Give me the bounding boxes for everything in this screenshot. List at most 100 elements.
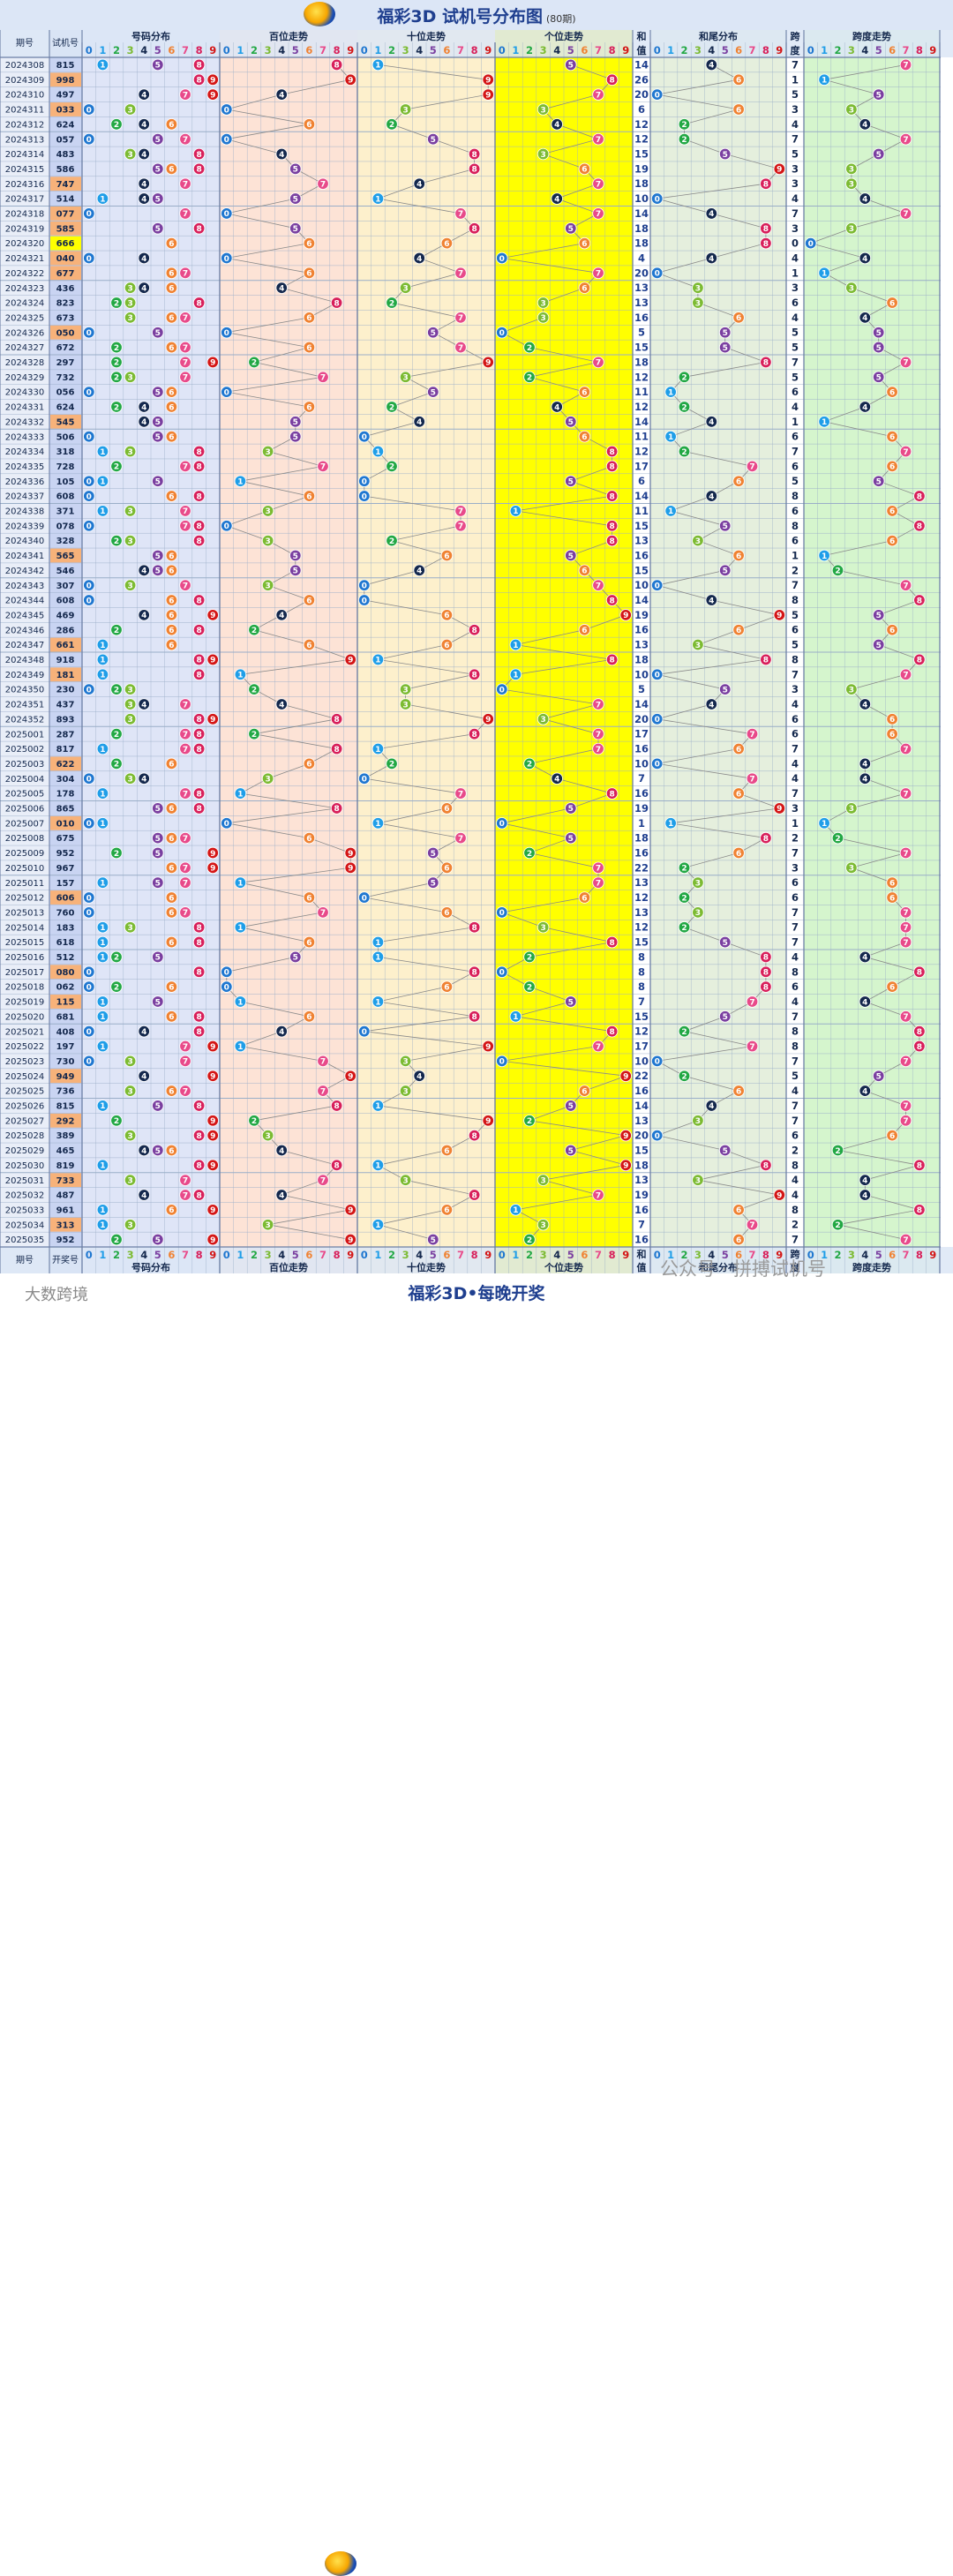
tens-ball-label: 4 <box>416 567 422 576</box>
span-ball-label: 6 <box>889 731 895 740</box>
distribution-ball-label: 1 <box>100 820 105 829</box>
sum-tail-ball <box>760 222 772 235</box>
tens-ball-label: 6 <box>444 1206 449 1215</box>
sum-value-cell: 18 <box>634 653 649 665</box>
sum-tail-ball-label: 9 <box>777 805 782 814</box>
span-ball-label: 3 <box>849 225 854 234</box>
hundreds-ball <box>330 58 343 71</box>
sum-tail-ball-label: 3 <box>695 299 701 308</box>
distribution-ball-label: 8 <box>196 77 201 86</box>
distribution-ball-label: 8 <box>196 1162 201 1171</box>
issue-header: 期号 <box>16 1255 34 1265</box>
balls: 81 5 8 1 5 4 798 9 9 8 6 14 97 4 9 7 0 50 3 0 3 3 6 362 4 6 2 4 2 40 5… <box>83 58 926 1246</box>
span-ball-label: 6 <box>889 894 895 903</box>
span-value-cell: 4 <box>792 995 799 1008</box>
sum-tail-ball-label: 2 <box>681 865 687 874</box>
span-value-cell: 5 <box>792 1070 799 1082</box>
units-ball-label: 7 <box>596 136 601 145</box>
distribution-ball <box>192 162 206 176</box>
issue-cell: 2024316 <box>5 180 45 190</box>
sum-value-cell: 18 <box>634 222 649 235</box>
tens-ball-label: 2 <box>389 463 394 472</box>
distribution-ball <box>192 222 206 235</box>
tens-ball-label: 1 <box>375 657 380 665</box>
distribution-ball-label: 7 <box>183 507 188 516</box>
hundreds-ball-label: 8 <box>334 299 339 308</box>
sum-value-cell: 14 <box>634 207 649 220</box>
hundreds-ball <box>303 341 316 354</box>
span-ball <box>845 177 858 190</box>
distribution-ball-label: 9 <box>210 612 215 620</box>
span-value-cell: 7 <box>792 743 799 755</box>
distribution-ball <box>124 371 137 383</box>
tens-ball <box>371 653 385 666</box>
sum-value-cell: 12 <box>634 446 649 458</box>
distribution-ball-label: 2 <box>114 954 119 963</box>
tens-ball <box>358 490 371 502</box>
issue-cell: 2024333 <box>5 432 45 442</box>
units-ball <box>605 520 619 532</box>
tens-ball-label: 4 <box>416 1073 422 1082</box>
distribution-ball-label: 7 <box>183 522 188 531</box>
sum-tail-ball-label: 8 <box>763 969 769 978</box>
tens-ball-label: 8 <box>471 672 476 680</box>
distribution-ball <box>124 312 137 324</box>
hundreds-ball-label: 3 <box>265 537 270 546</box>
digit-header-tail: 0 <box>654 1249 661 1261</box>
units-ball-label: 3 <box>540 106 545 115</box>
distribution-ball-label: 1 <box>100 672 105 680</box>
span-ball-label: 6 <box>889 627 895 635</box>
number-cell: 105 <box>56 477 75 487</box>
zone-header-dist: 号码分布 <box>131 30 170 42</box>
span-ball-label: 8 <box>917 1162 922 1171</box>
number-cell: 606 <box>56 894 75 904</box>
distribution-ball-label: 5 <box>155 388 161 397</box>
sum-value-cell: 18 <box>634 237 649 250</box>
distribution-ball-label: 8 <box>196 448 201 457</box>
span-value-cell: 4 <box>792 118 799 131</box>
tens-ball <box>386 460 398 473</box>
distribution-ball-label: 7 <box>183 359 188 368</box>
chart-title-bar: 福彩3D 试机号分布图 (80期) <box>0 0 953 30</box>
distribution-ball <box>124 683 137 695</box>
distribution-ball-label: 8 <box>196 969 201 978</box>
span-ball-label: 4 <box>862 954 867 963</box>
number-highlight <box>50 1217 81 1232</box>
distribution-ball-label: 9 <box>210 1043 215 1052</box>
distribution-ball-label: 3 <box>127 537 132 546</box>
distribution-ball-label: 3 <box>127 151 132 160</box>
number-cell: 608 <box>56 597 75 606</box>
hundreds-ball-label: 7 <box>320 1176 326 1185</box>
sum-tail-ball-label: 1 <box>668 388 673 397</box>
tens-ball <box>386 297 398 309</box>
tens-ball-label: 7 <box>458 314 463 323</box>
sum-tail-ball-label: 6 <box>736 790 741 799</box>
number-cell: 565 <box>56 552 75 561</box>
distribution-ball-label: 3 <box>127 507 132 516</box>
issue-cell: 2025009 <box>5 849 45 859</box>
digit-header-span: 9 <box>929 44 936 56</box>
tens-ball-label: 8 <box>471 627 476 635</box>
sum-value-cell: 5 <box>638 327 645 339</box>
distribution-ball-label: 8 <box>196 522 201 531</box>
zone-header-tail: 和尾分布 <box>699 1261 738 1273</box>
distribution-ball <box>206 653 219 666</box>
units-ball-label: 5 <box>568 478 574 487</box>
distribution-ball <box>110 297 123 309</box>
distribution-ball <box>124 103 137 116</box>
hundreds-ball <box>275 147 288 161</box>
units-ball-label: 1 <box>513 1013 518 1022</box>
sum-column-bg <box>633 30 650 1273</box>
digit-header-tail: 9 <box>776 1249 783 1261</box>
tens-ball-label: 6 <box>444 983 449 992</box>
distribution-ball <box>124 297 137 309</box>
digit-header-dist: 5 <box>154 1249 161 1261</box>
zone-header-ten: 十位走势 <box>407 30 446 42</box>
distribution-ball-label: 4 <box>141 121 146 130</box>
distribution-ball-label: 1 <box>100 879 105 888</box>
units-ball-label: 6 <box>582 166 587 175</box>
units-ball-label: 2 <box>527 374 532 383</box>
distribution-ball-label: 3 <box>127 374 132 383</box>
span-value-cell: 7 <box>792 846 799 859</box>
sum-tail-ball-label: 7 <box>749 1221 754 1230</box>
